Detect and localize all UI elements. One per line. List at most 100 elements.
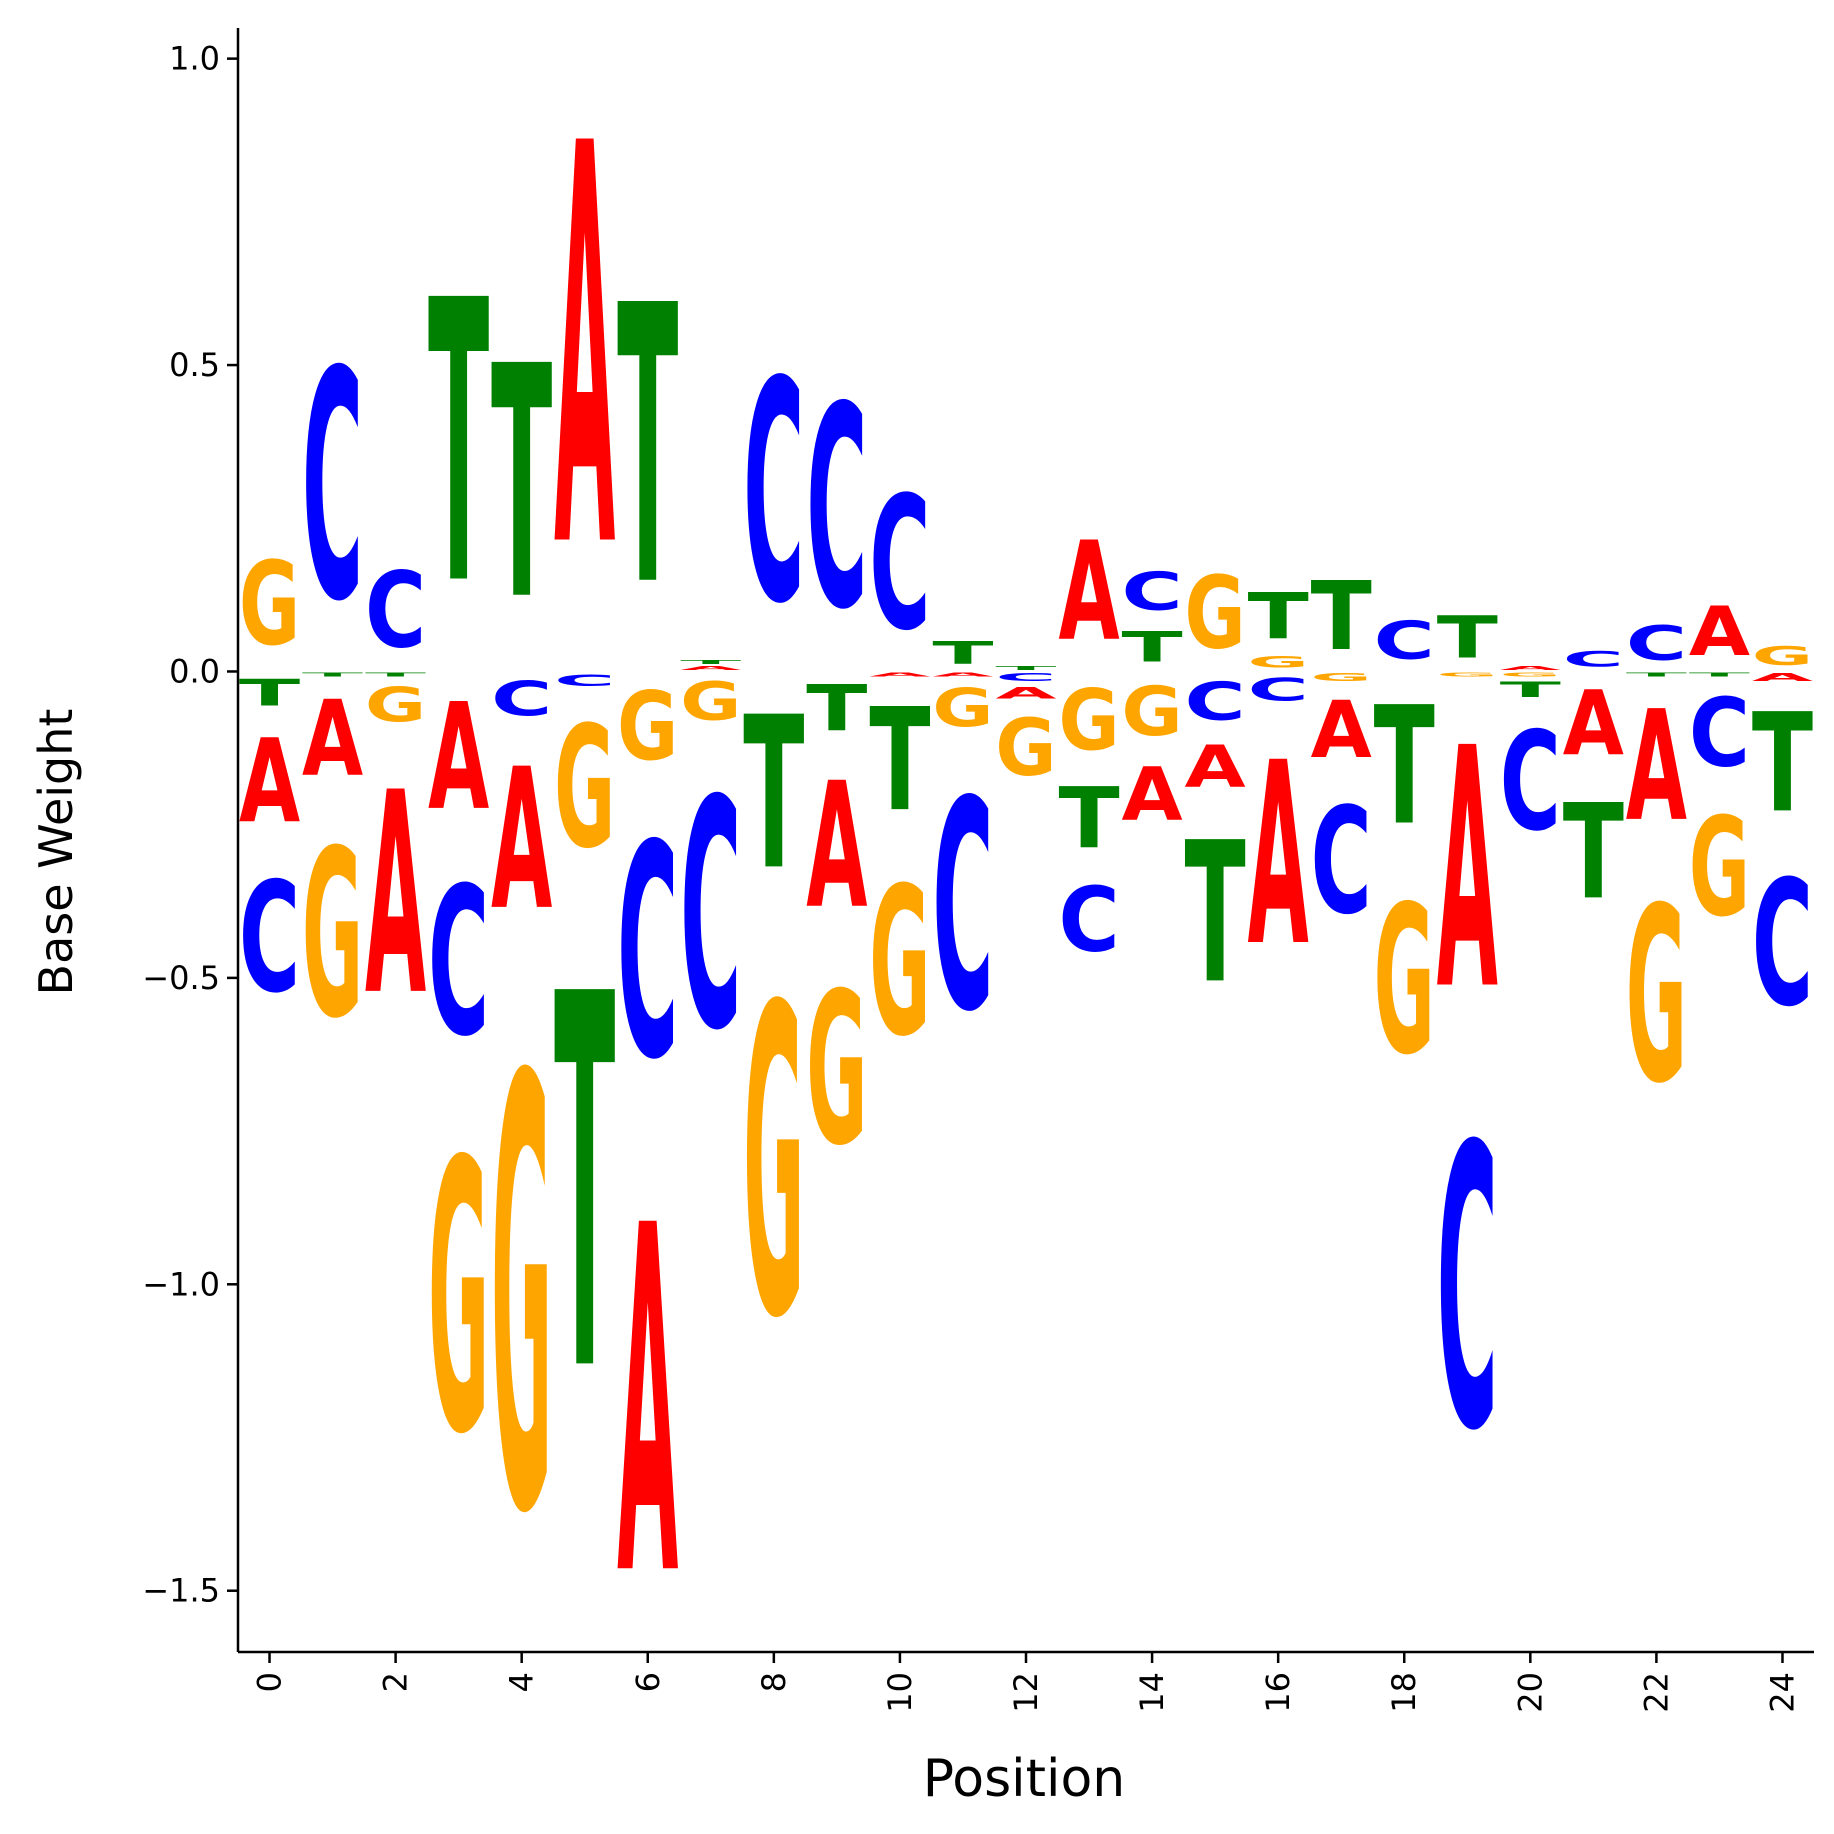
logo-letter-a: A <box>1563 672 1624 776</box>
logo-letter-c: C <box>1500 702 1561 861</box>
logo-letter-a: A <box>1185 734 1247 801</box>
logo-letter-c: C <box>617 782 678 1123</box>
x-tick-label: 2 <box>377 1672 415 1692</box>
y-tick-label: −1.0 <box>142 1265 220 1303</box>
logo-letter-g: G <box>806 949 867 1193</box>
logo-letter-t: T <box>932 635 993 671</box>
logo-letter-g: G <box>1689 788 1750 947</box>
logo-letter-g: G <box>1185 555 1246 672</box>
logo-letter-g: G <box>680 672 741 733</box>
logo-letter-a: A <box>680 665 742 671</box>
logo-letter-t: T <box>1185 801 1246 1027</box>
x-tick-label: 8 <box>755 1672 793 1692</box>
logo-letter-t: T <box>1563 777 1624 929</box>
logo-letter-a: A <box>1248 709 1309 1002</box>
logo-letter-c: C <box>806 349 867 671</box>
x-tick-label: 18 <box>1385 1672 1423 1713</box>
logo-letter-g: G <box>869 844 930 1082</box>
logo-letter-c: C <box>1311 777 1372 948</box>
logo-letter-c: C <box>365 550 426 672</box>
logo-letter-g: G <box>995 703 1056 794</box>
logo-letter-g: G <box>1626 856 1687 1137</box>
logo-letter-g: G <box>428 1084 489 1517</box>
logo-letter-a: A <box>1752 672 1814 684</box>
x-tick-label: 24 <box>1763 1672 1801 1713</box>
logo-letter-c: C <box>932 741 993 1077</box>
logo-letter-t: T <box>1752 685 1813 843</box>
logo-letter-a: A <box>554 29 616 670</box>
logo-letter-c: C <box>995 672 1056 684</box>
y-axis: −1.5 −1.0 −0.5 0.0 0.5 1.0 <box>142 28 240 1652</box>
logo-letter-a: A <box>1689 593 1750 671</box>
y-tick-label: 1.0 <box>169 40 220 78</box>
logo-letter-a: A <box>806 745 867 947</box>
y-tick-label: −0.5 <box>142 959 220 997</box>
logo-letter-g: G <box>743 917 804 1411</box>
logo-letter-g: G <box>491 955 552 1644</box>
logo-letter-g: G <box>365 678 426 733</box>
logo-letter-c: C <box>1248 672 1309 708</box>
logo-letter-t: T <box>806 672 867 745</box>
logo-letter-a: A <box>428 672 489 843</box>
logo-letter-c: C <box>554 672 615 690</box>
logo-letter-t: T <box>869 678 930 843</box>
logo-letter-g: G <box>1437 672 1498 678</box>
logo-letter-g: G <box>617 673 678 783</box>
x-tick-label: 12 <box>1007 1672 1045 1713</box>
y-tick-label: 0.0 <box>169 652 220 690</box>
logo-letter-g: G <box>932 678 993 739</box>
logo-letter-a: A <box>365 735 426 1057</box>
logo-letter-t: T <box>239 672 301 715</box>
logo-letter-t: T <box>995 665 1056 671</box>
logo-letter-c: C <box>1626 616 1687 671</box>
logo-letter-a: A <box>1122 751 1183 837</box>
logo-letter-g: G <box>1500 672 1561 678</box>
logo-letter-t: T <box>365 671 426 677</box>
logo-letter-c: C <box>680 735 741 1100</box>
logo-letter-c: C <box>743 316 804 671</box>
logo-letter-a: A <box>1626 678 1687 855</box>
logo-letter-c: C <box>428 843 489 1081</box>
logo-letter-g: G <box>1752 641 1813 671</box>
x-tick-label: 10 <box>881 1672 919 1713</box>
y-axis-title: Base Weight <box>29 709 83 996</box>
logo-letter-c: C <box>1374 611 1435 672</box>
x-tick-label: 4 <box>503 1672 541 1692</box>
logo-letter-a: A <box>995 684 1056 702</box>
logo-letter-c: C <box>1689 677 1750 787</box>
logo-letter-t: T <box>1689 671 1750 677</box>
logo-letter-c: C <box>1185 672 1246 733</box>
x-axis-title: Position <box>923 1749 1125 1809</box>
logo-letter-c: C <box>1752 843 1813 1044</box>
logo-letter-t: T <box>1311 562 1372 672</box>
x-tick-label: 22 <box>1637 1672 1675 1713</box>
logo-letter-t: T <box>1122 623 1183 672</box>
logo-letter-g: G <box>239 537 300 671</box>
logo-letter-g: G <box>1374 863 1435 1101</box>
logo-letter-a: A <box>1311 684 1372 776</box>
logo-letter-c: C <box>302 306 363 671</box>
logo-letter-t: T <box>1500 678 1562 702</box>
x-tick-label: 0 <box>251 1672 289 1692</box>
logo-letter-g: G <box>1311 672 1372 684</box>
logo-letter-g: G <box>1122 672 1183 751</box>
logo-letter-a: A <box>617 1126 679 1681</box>
logo-letter-c: C <box>239 849 300 1026</box>
logo-letter-g: G <box>1248 653 1309 671</box>
logo-letter-c: C <box>1563 647 1624 671</box>
logo-letter-a: A <box>1500 665 1562 671</box>
logo-letter-t: T <box>1058 770 1119 868</box>
logo-letter-t: T <box>491 299 552 671</box>
logo-letter-g: G <box>302 802 363 1070</box>
logo-letter-g: G <box>554 691 615 886</box>
logo-letter-c: C <box>869 458 930 672</box>
logo-letters: GTACCTAGCTGATACGTCAGACGTTGCAATGCCTGCTAGC… <box>239 29 1814 1682</box>
logo-letter-a: A <box>1058 514 1119 672</box>
logo-letter-a: A <box>869 672 931 678</box>
logo-letter-t: T <box>302 671 363 677</box>
logo-letter-t: T <box>617 226 679 671</box>
x-tick-label: 6 <box>629 1672 667 1692</box>
logo-letter-a: A <box>239 715 300 849</box>
x-axis: 0 2 4 6 8 10 12 14 16 18 20 22 24 <box>238 1650 1814 1713</box>
